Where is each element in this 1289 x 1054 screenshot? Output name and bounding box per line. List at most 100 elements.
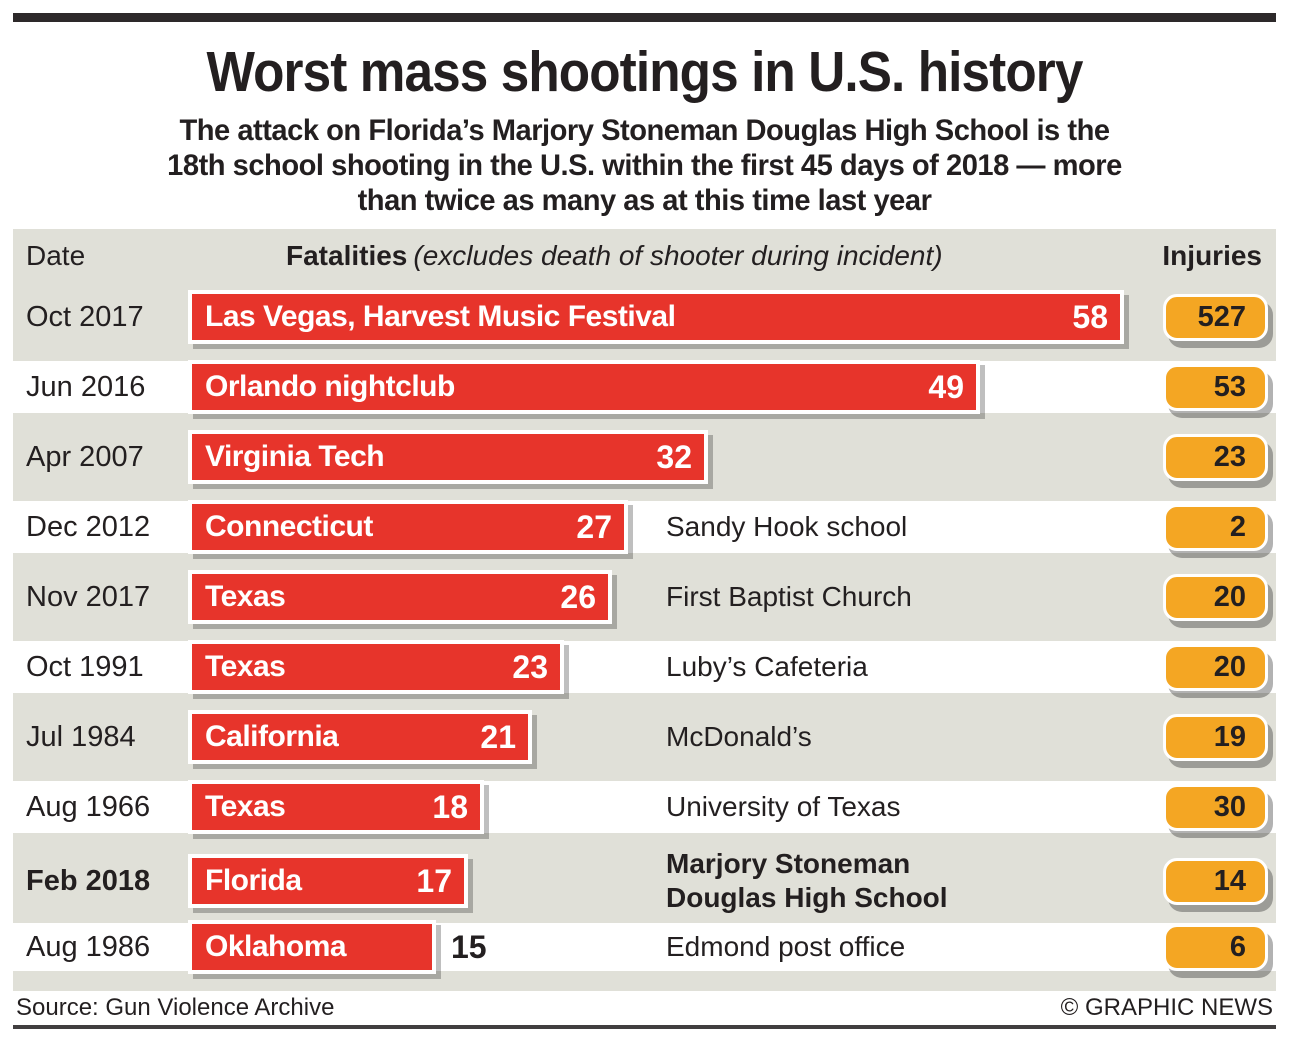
table-header: Date Fatalities (excludes death of shoote… [13,229,1276,282]
bar-zone: California 21 McDonald’s [188,702,1163,772]
bar-location-label: Florida [205,864,302,897]
page-title: Worst mass shootings in U.S. history [206,40,1084,104]
venue-label: Edmond post office [666,931,906,962]
bottom-rule [13,1025,1276,1029]
injuries-value: 2 [1229,510,1246,543]
bar-location-label: Texas [205,580,286,613]
fatalities-bar: Orlando nightclub 49 [188,360,980,414]
injuries-value: 30 [1213,790,1246,823]
fatalities-bar: Las Vegas, Harvest Music Festival 58 [188,290,1124,344]
fatalities-value: 49 [928,368,964,405]
col-header-fatalities: Fatalities (excludes death of shooter dur… [191,240,1162,272]
fatalities-bar: Texas 26 [188,570,612,624]
table-row: Dec 2012 Connecticut 27 Sandy Hook schoo… [13,492,1276,562]
fatalities-value: 32 [656,438,692,475]
fatalities-value: 27 [576,508,612,545]
injuries-value: 527 [1197,300,1246,333]
table-row: Apr 2007 Virginia Tech 32 23 [13,422,1276,492]
shootings-table: Date Fatalities (excludes death of shoote… [13,229,1276,991]
injuries-badge: 527 [1163,293,1268,341]
source-label: Source: Gun Violence Archive [16,994,335,1021]
row-date: Nov 2017 [26,580,151,613]
injuries-badge: 6 [1163,923,1268,971]
bar-location-label: California [205,720,339,753]
bar-zone: Orlando nightclub 49 [188,352,1163,422]
fatalities-value: 23 [512,648,548,685]
row-date: Feb 2018 [26,864,151,897]
venue-label: University of Texas [666,791,901,822]
fatalities-value: 26 [560,578,596,615]
infographic: Worst mass shootings in U.S. history The… [0,13,1289,1029]
table-row: Jul 1984 California 21 McDonald’s 19 [13,702,1276,772]
fatalities-bar: California 21 [188,710,532,764]
row-date: Oct 2017 [26,300,144,333]
col-header-date: Date [26,239,86,271]
venue-label: Sandy Hook school [666,511,908,542]
bar-zone: Connecticut 27 Sandy Hook school [188,492,1163,562]
bar-zone: Texas 18 University of Texas [188,772,1163,842]
fatalities-bar: Texas 23 [188,640,564,694]
row-date: Dec 2012 [26,510,151,543]
table-row: Feb 2018 Florida 17 Marjory Stoneman Dou… [13,842,1276,920]
bar-zone: Las Vegas, Harvest Music Festival 58 [188,282,1163,352]
bar-location-label: Las Vegas, Harvest Music Festival [205,300,676,333]
credit-label: © GRAPHIC NEWS [1060,994,1273,1021]
row-date: Jun 2016 [26,370,146,403]
bar-location-label: Virginia Tech [205,440,385,473]
injuries-badge: 20 [1163,643,1268,691]
injuries-badge: 2 [1163,503,1268,551]
injuries-value: 20 [1213,650,1246,683]
top-rule [13,13,1276,22]
row-date: Apr 2007 [26,440,144,473]
row-date: Aug 1966 [26,790,151,823]
footer: Source: Gun Violence Archive © GRAPHIC N… [13,991,1276,1025]
bar-zone: Texas 23 Luby’s Cafeteria [188,632,1163,702]
fatalities-value: 21 [480,718,516,755]
venue-label: First Baptist Church [666,581,912,612]
row-date: Oct 1991 [26,650,144,683]
injuries-badge: 20 [1163,573,1268,621]
table-bottom-strip [13,974,1276,991]
injuries-badge: 53 [1163,363,1268,411]
venue-label: Marjory Stoneman Douglas High School [666,848,948,913]
injuries-badge: 14 [1163,857,1268,905]
venue-label: Luby’s Cafeteria [666,651,868,682]
fatalities-bar: Texas 18 [188,780,484,834]
fatalities-bar: Oklahoma [188,920,436,974]
injuries-value: 19 [1213,720,1246,753]
col-header-fatalities-note: (excludes death of shooter during incide… [413,239,943,271]
row-date: Jul 1984 [26,720,136,753]
table-row: Jun 2016 Orlando nightclub 49 53 [13,352,1276,422]
table-row: Oct 1991 Texas 23 Luby’s Cafeteria 20 [13,632,1276,702]
fatalities-bar: Florida 17 [188,854,468,908]
table-row: Oct 2017 Las Vegas, Harvest Music Festiv… [13,282,1276,352]
bar-zone: Florida 17 Marjory Stoneman Douglas High… [188,842,1163,920]
bar-zone: Virginia Tech 32 [188,422,1163,492]
table-body: Oct 2017 Las Vegas, Harvest Music Festiv… [13,282,1276,974]
fatalities-value: 18 [432,788,468,825]
injuries-value: 14 [1213,864,1246,897]
fatalities-bar: Virginia Tech 32 [188,430,708,484]
subtitle: The attack on Florida’s Marjory Stoneman… [167,114,1122,217]
fatalities-bar: Connecticut 27 [188,500,628,554]
injuries-value: 20 [1213,580,1246,613]
injuries-badge: 19 [1163,713,1268,761]
bar-location-label: Texas [205,790,286,823]
injuries-badge: 23 [1163,433,1268,481]
col-header-fatalities-label: Fatalities [286,239,408,271]
table-row: Aug 1966 Texas 18 University of Texas 30 [13,772,1276,842]
injuries-value: 53 [1213,370,1246,403]
row-date: Aug 1986 [26,930,151,963]
bar-location-label: Texas [205,650,286,683]
bar-zone: Texas 26 First Baptist Church [188,562,1163,632]
venue-label: McDonald’s [666,721,812,752]
bar-location-label: Orlando nightclub [205,370,455,403]
bar-location-label: Oklahoma [205,930,347,963]
injuries-value: 23 [1213,440,1246,473]
injuries-value: 6 [1229,930,1246,963]
col-header-injuries: Injuries [1162,239,1262,271]
injuries-badge: 30 [1163,783,1268,831]
fatalities-value: 58 [1072,298,1108,335]
fatalities-value-outside: 15 [451,928,487,965]
fatalities-value: 17 [416,862,452,899]
